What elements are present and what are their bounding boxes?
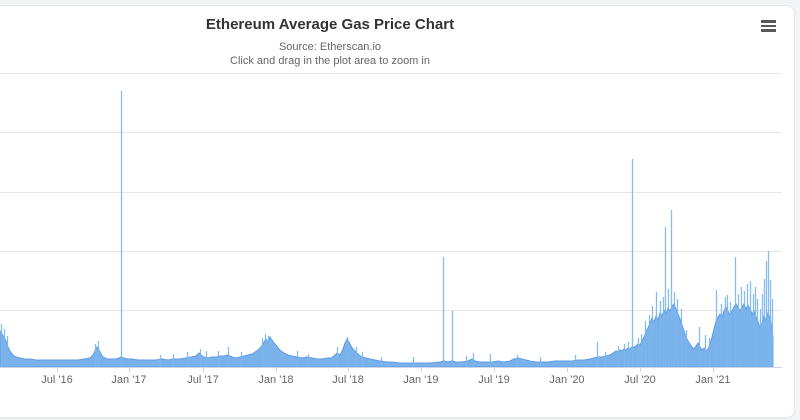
x-axis-label: Jan '19 [403,374,439,386]
x-axis-label: Jan '17 [111,374,147,386]
x-axis-label: Jan '21 [695,374,731,386]
chart-subtitle-source: Source: Etherscan.io [278,41,382,53]
x-axis-label: Jul '17 [187,374,219,386]
x-axis-label: Jul '20 [624,374,656,386]
x-axis-label: Jul '19 [478,374,510,386]
x-axis-label: Jan '18 [258,374,294,386]
chart-context-menu-button[interactable] [757,15,783,37]
x-axis-label: Jul '18 [332,374,364,386]
chart-subtitle-hint: Click and drag in the plot area to zoom … [230,55,430,67]
hamburger-icon [761,20,776,32]
chart-title: Ethereum Average Gas Price Chart [205,16,455,33]
series-area [0,302,774,368]
x-axis-label: Jan '20 [549,374,585,386]
x-axis-label: Jul '16 [41,374,73,386]
